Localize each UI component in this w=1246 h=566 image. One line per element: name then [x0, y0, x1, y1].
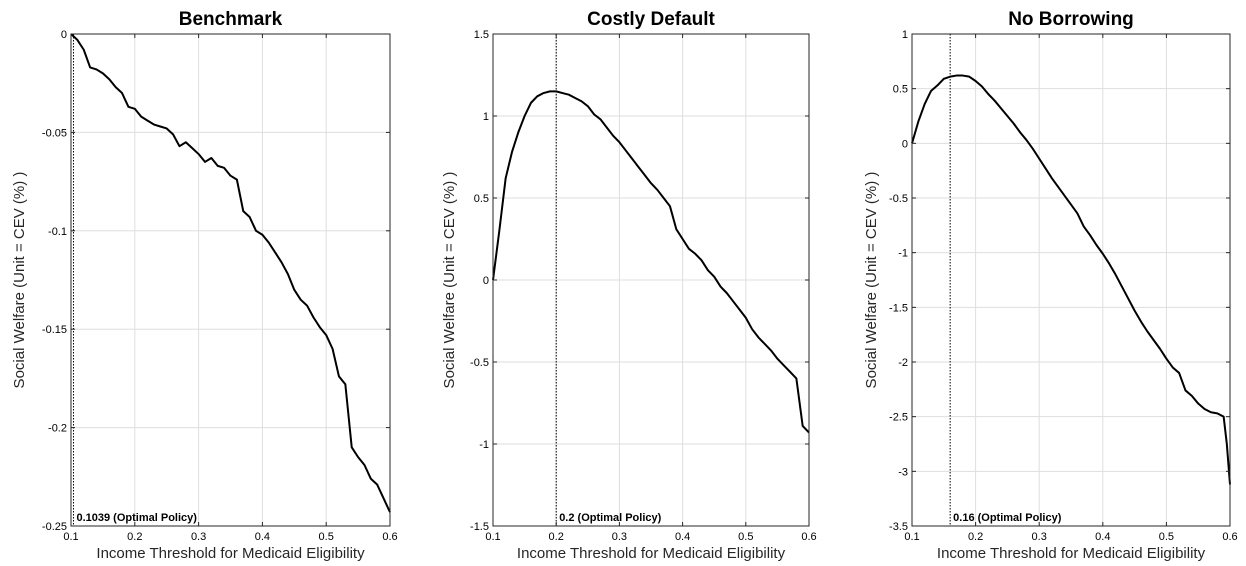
chart-title: Costly Default [587, 9, 715, 30]
series-line [492, 90, 810, 434]
y-tick-label: 0 [483, 275, 489, 287]
x-tick-label: 0.2 [127, 531, 142, 543]
optimal-policy-annotation: 0.2 (Optimal Policy) [559, 512, 661, 524]
x-tick-label: 0.6 [801, 531, 816, 543]
optimal-policy-annotation: 0.16 (Optimal Policy) [953, 512, 1062, 524]
y-tick-label: -0.2 [48, 423, 67, 435]
axes-box [70, 33, 391, 527]
x-tick-label: 0.3 [612, 531, 627, 543]
y-tick-label: -1.5 [470, 521, 489, 533]
x-tick-label: 0.6 [1222, 531, 1237, 543]
x-tick-label: 0.4 [675, 531, 690, 543]
optimal-policy-annotation: 0.1039 (Optimal Policy) [76, 512, 197, 524]
y-tick-label: -1 [479, 439, 489, 451]
x-tick-label: 0.5 [1159, 531, 1174, 543]
y-tick-label: 1 [902, 29, 908, 41]
y-tick-label: -0.25 [42, 521, 67, 533]
x-axis-label: Income Threshold for Medicaid Eligibilit… [937, 545, 1206, 562]
y-axis-label: Social Welfare (Unit = CEV (%) ) [441, 172, 458, 389]
chart-panel-3: 0.1 0.2 0.3 0.4 0.5 0.6 -3.5 -3 -2.5 -2 -1.5 -1 -0.5… [863, 9, 1238, 562]
y-tick-label: 1 [483, 111, 489, 123]
y-tick-label: 0.5 [893, 84, 908, 96]
y-tick-label: 0.5 [474, 193, 489, 205]
x-tick-label: 0.5 [738, 531, 753, 543]
series-line [911, 74, 1231, 485]
y-tick-label: -1 [898, 248, 908, 260]
chart-title: Benchmark [179, 9, 283, 30]
y-tick-label: -0.5 [889, 193, 908, 205]
series-line [70, 33, 391, 513]
x-tick-label: 0.3 [191, 531, 206, 543]
chart-title: No Borrowing [1008, 9, 1134, 30]
y-axis-label: Social Welfare (Unit = CEV (%) ) [11, 172, 28, 389]
y-tick-label: -2.5 [889, 412, 908, 424]
plot-area [71, 34, 390, 526]
y-tick-label: -0.05 [42, 127, 67, 139]
y-tick-label: 0 [61, 29, 67, 41]
y-tick-label: 0 [902, 138, 908, 150]
x-tick-label: 0.2 [549, 531, 564, 543]
x-tick-label: 0.1 [63, 531, 78, 543]
chart-panel-2: 0.1 0.2 0.3 0.4 0.5 0.6 -1.5 -1 -0.5 0 0.5 1 1.5 Cost… [441, 9, 817, 562]
x-tick-label: 0.4 [1095, 531, 1110, 543]
y-tick-label: -1.5 [889, 302, 908, 314]
x-tick-label: 0.1 [485, 531, 500, 543]
chart-panel-1: 0.1 0.2 0.3 0.4 0.5 0.6 -0.25 -0.2 -0.15 -0.1 -0.0… [11, 9, 398, 562]
x-tick-label: 0.5 [319, 531, 334, 543]
x-tick-label: 0.1 [904, 531, 919, 543]
axes-box [911, 33, 1231, 527]
plot-area [912, 34, 1230, 526]
x-tick-label: 0.6 [382, 531, 397, 543]
y-tick-label: -3 [898, 466, 908, 478]
y-tick-label: -0.5 [470, 357, 489, 369]
y-tick-label: -0.15 [42, 324, 67, 336]
y-tick-label: 1.5 [474, 29, 489, 41]
x-tick-label: 0.4 [255, 531, 270, 543]
y-tick-label: -2 [898, 357, 908, 369]
x-axis-label: Income Threshold for Medicaid Eligibilit… [517, 545, 786, 562]
y-tick-label: -3.5 [889, 521, 908, 533]
y-tick-label: -0.1 [48, 226, 67, 238]
x-tick-label: 0.3 [1032, 531, 1047, 543]
x-axis-label: Income Threshold for Medicaid Eligibilit… [96, 545, 365, 562]
y-axis-label: Social Welfare (Unit = CEV (%) ) [863, 172, 880, 389]
x-tick-label: 0.2 [968, 531, 983, 543]
